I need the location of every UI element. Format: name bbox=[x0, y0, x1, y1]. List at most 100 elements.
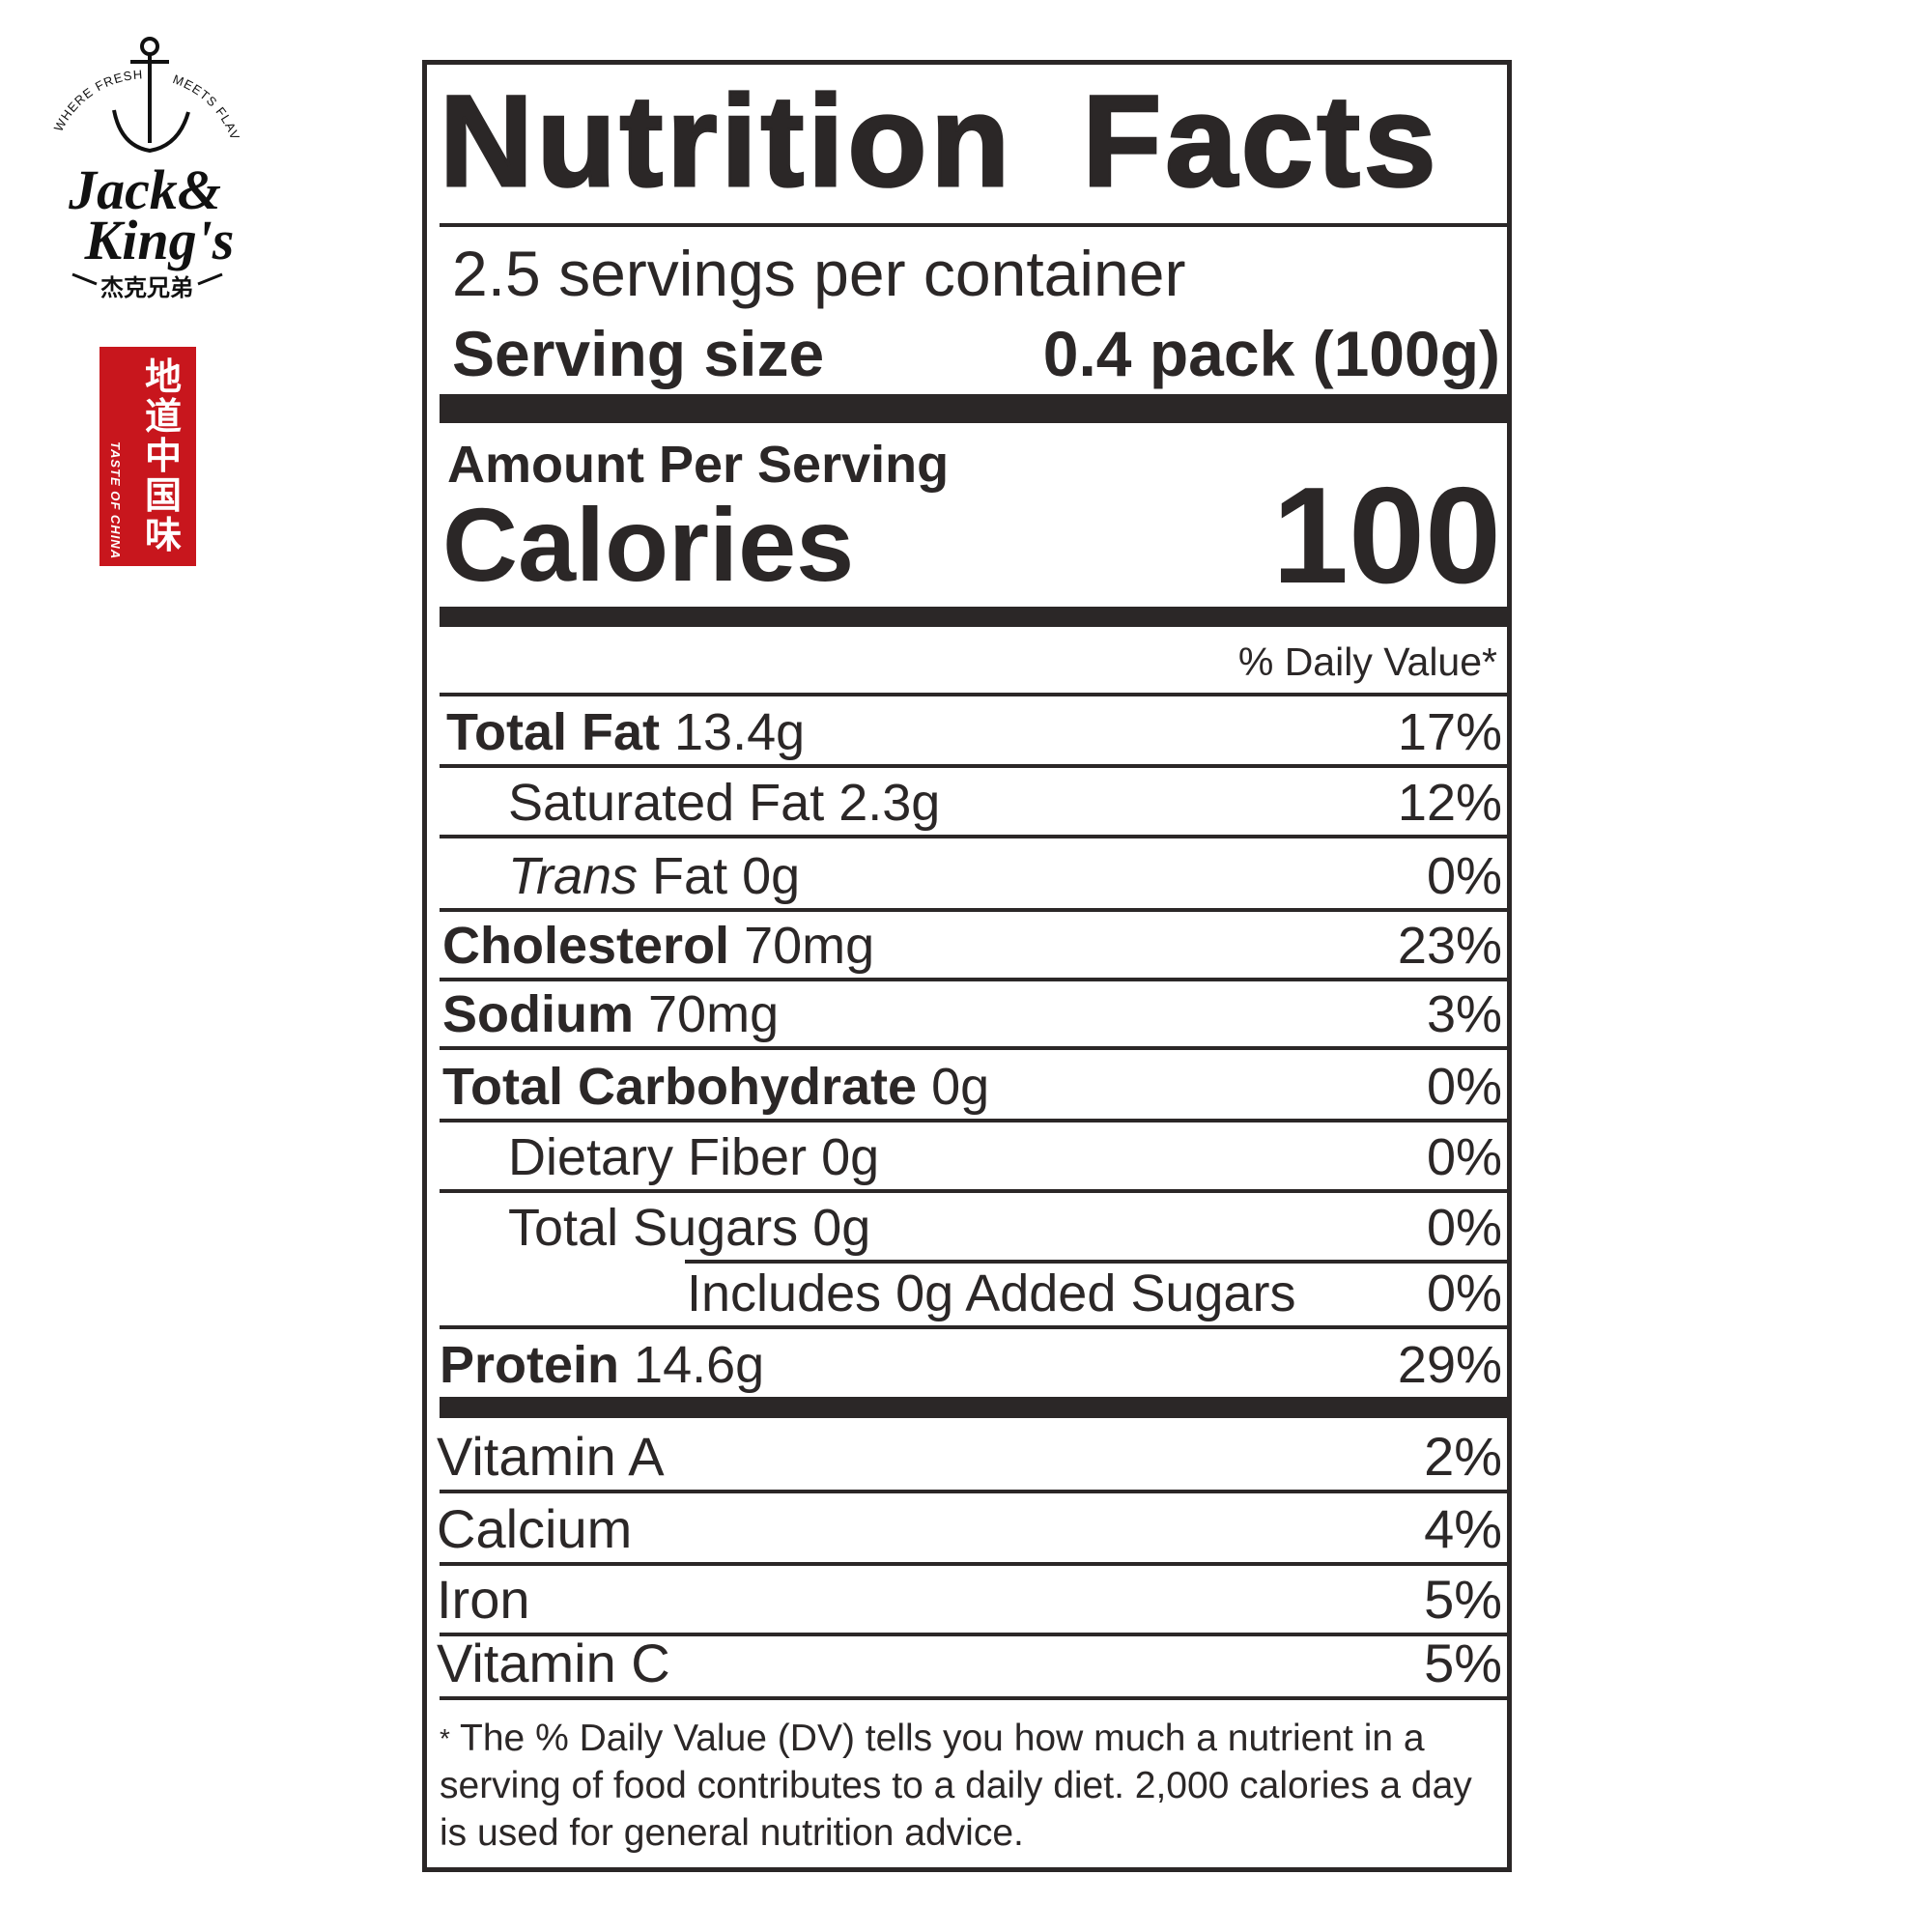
vitamin-name: Calcium bbox=[437, 1498, 633, 1559]
nutrient-row: Dietary Fiber 0g 0% bbox=[508, 1122, 1502, 1189]
nutrient-row: Protein 14.6g 29% bbox=[440, 1329, 1502, 1397]
svg-text:Jack&: Jack& bbox=[68, 158, 221, 221]
serving-size-value: 0.4 pack (100g) bbox=[1042, 318, 1500, 389]
svg-text:WHERE FRESH: WHERE FRESH bbox=[51, 67, 144, 133]
nutrition-facts-panel bbox=[422, 60, 1512, 1872]
nutrient-label: Total Carbohydrate 0g bbox=[442, 1061, 989, 1113]
divider bbox=[440, 1046, 1508, 1050]
nutrient-daily-value: 23% bbox=[1397, 917, 1502, 975]
divider bbox=[440, 1562, 1508, 1566]
nutrient-label: Protein 14.6g bbox=[440, 1339, 764, 1391]
vitamin-row: Iron 5% bbox=[437, 1564, 1502, 1633]
divider bbox=[440, 1696, 1508, 1700]
divider bbox=[440, 693, 1508, 696]
calories-value: 100 bbox=[1272, 459, 1501, 612]
nutrient-row: Total Sugars 0g 0% bbox=[508, 1193, 1502, 1260]
nutrient-label: Saturated Fat 2.3g bbox=[508, 777, 940, 829]
divider bbox=[440, 908, 1508, 912]
nutrient-row: Cholesterol 70mg 23% bbox=[442, 912, 1502, 978]
anchor-icon bbox=[112, 37, 190, 154]
amount-per-serving: Amount Per Serving bbox=[447, 436, 950, 494]
nutrient-name: Saturated Fat bbox=[508, 774, 825, 832]
vitamin-daily-value: 4% bbox=[1424, 1498, 1502, 1559]
nutrient-daily-value: 0% bbox=[1426, 1058, 1502, 1116]
nutrient-daily-value: 3% bbox=[1426, 985, 1502, 1043]
nutrient-amount: 70mg bbox=[744, 917, 875, 975]
nutrient-row: Sodium 70mg 3% bbox=[442, 981, 1502, 1046]
nutrient-row: Trans Fat 0g 0% bbox=[508, 838, 1502, 908]
vitamin-name: Vitamin C bbox=[437, 1633, 670, 1693]
nutrient-daily-value: 0% bbox=[1426, 1199, 1502, 1257]
vitamin-name: Vitamin A bbox=[437, 1426, 665, 1487]
nutrient-amount: 14.6g bbox=[634, 1336, 765, 1394]
nutrient-amount: 2.3g bbox=[838, 774, 941, 832]
divider bbox=[440, 1490, 1508, 1493]
thick-divider bbox=[440, 1397, 1508, 1418]
nutrient-name: Total Fat bbox=[446, 703, 660, 761]
nutrient-name: Fat bbox=[652, 847, 728, 905]
seal-subtext: TASTE OF CHINA bbox=[108, 441, 123, 560]
vitamin-name: Iron bbox=[437, 1569, 530, 1630]
divider bbox=[440, 835, 1508, 838]
servings-per-container: 2.5 servings per container bbox=[452, 238, 1186, 309]
thick-divider bbox=[440, 607, 1508, 627]
nutrient-name: Total Carbohydrate bbox=[442, 1058, 918, 1116]
nutrient-label: Includes 0g Added Sugars bbox=[687, 1267, 1295, 1320]
nutrient-daily-value: 0% bbox=[1426, 1264, 1502, 1322]
serving-size-label: Serving size bbox=[452, 318, 825, 389]
serving-size-row: Serving size 0.4 pack (100g) bbox=[452, 317, 1500, 390]
vitamin-row: Vitamin C 5% bbox=[437, 1634, 1502, 1696]
calories-label: Calories bbox=[442, 486, 855, 603]
svg-text:杰克兄弟: 杰克兄弟 bbox=[100, 274, 193, 301]
seal-text: 地道中国味 bbox=[145, 355, 183, 556]
nutrient-label: Cholesterol 70mg bbox=[442, 920, 874, 972]
nutrient-amount: 0g bbox=[931, 1058, 990, 1116]
nutrient-amount: 70mg bbox=[648, 985, 780, 1043]
footnote-text: The % Daily Value (DV) tells you how muc… bbox=[440, 1718, 1472, 1854]
nutrient-amount: 0g bbox=[742, 847, 801, 905]
nutrient-daily-value: 0% bbox=[1426, 1128, 1502, 1186]
nutrient-amount: 0g bbox=[821, 1128, 880, 1186]
nutrient-row: Total Carbohydrate 0g 0% bbox=[442, 1050, 1502, 1119]
nutrient-label: Total Fat 13.4g bbox=[446, 706, 805, 758]
divider bbox=[685, 1260, 1508, 1264]
nutrient-name: Protein bbox=[440, 1336, 620, 1394]
nutrient-name: Dietary Fiber bbox=[508, 1128, 808, 1186]
svg-text:King's: King's bbox=[84, 209, 235, 271]
nutrient-amount: 0g bbox=[812, 1199, 871, 1257]
nutrient-amount: 13.4g bbox=[674, 703, 806, 761]
nutrient-daily-value: 17% bbox=[1397, 703, 1502, 761]
nutrient-label: Sodium 70mg bbox=[442, 988, 779, 1040]
nutrient-row: Includes 0g Added Sugars 0% bbox=[687, 1264, 1502, 1325]
vitamin-row: Vitamin A 2% bbox=[437, 1420, 1502, 1490]
divider bbox=[440, 764, 1508, 768]
nutrient-name: Total Sugars bbox=[508, 1199, 799, 1257]
nutrient-row: Total Fat 13.4g 17% bbox=[446, 696, 1502, 764]
nutrient-label: Dietary Fiber 0g bbox=[508, 1131, 879, 1183]
vitamin-daily-value: 5% bbox=[1424, 1569, 1502, 1630]
label-title: Nutrition Facts bbox=[439, 70, 1440, 213]
taste-of-china-seal: 地道中国味 TASTE OF CHINA bbox=[99, 347, 196, 566]
nutrient-name: Sodium bbox=[442, 985, 634, 1043]
vitamin-daily-value: 2% bbox=[1424, 1426, 1502, 1487]
nutrient-label: Trans Fat 0g bbox=[508, 850, 800, 902]
nutrient-name-italic: Trans bbox=[508, 847, 639, 905]
divider bbox=[440, 1633, 1508, 1636]
divider bbox=[440, 1325, 1508, 1329]
daily-value-header: % Daily Value* bbox=[1237, 639, 1497, 684]
nutrient-daily-value: 12% bbox=[1397, 774, 1502, 832]
nutrient-name: Includes 0g Added Sugars bbox=[687, 1264, 1296, 1322]
nutrient-daily-value: 0% bbox=[1426, 847, 1502, 905]
footnote: * The % Daily Value (DV) tells you how m… bbox=[440, 1715, 1483, 1857]
nutrient-daily-value: 29% bbox=[1397, 1336, 1502, 1394]
brand-logo: WHERE FRESH MEETS FLAVOR Jack& King's 杰克… bbox=[23, 23, 261, 305]
vitamin-daily-value: 5% bbox=[1424, 1633, 1502, 1693]
thick-divider bbox=[440, 394, 1508, 423]
divider bbox=[440, 1189, 1508, 1193]
footnote-star: * bbox=[440, 1723, 450, 1753]
nutrient-label: Total Sugars 0g bbox=[508, 1202, 870, 1254]
nutrient-row: Saturated Fat 2.3g 12% bbox=[508, 768, 1502, 835]
divider bbox=[440, 223, 1508, 227]
divider bbox=[440, 1119, 1508, 1122]
vitamin-row: Calcium 4% bbox=[437, 1492, 1502, 1562]
